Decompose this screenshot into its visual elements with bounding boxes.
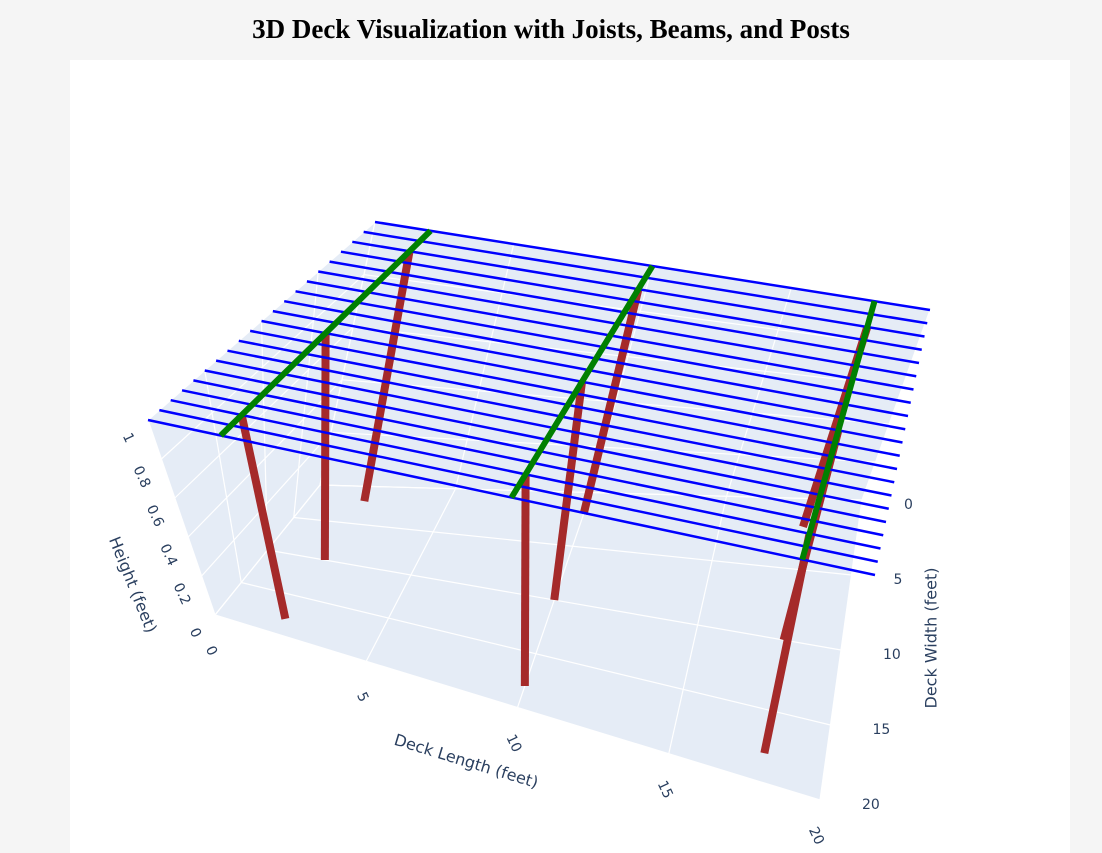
deck-member	[320, 333, 330, 561]
grid-line	[861, 309, 931, 501]
z-tick-label: 0.2	[170, 581, 194, 608]
y-tick-label: 0	[904, 497, 913, 513]
grid-line	[201, 431, 332, 577]
x-tick-label: 5	[353, 690, 371, 705]
grid-line	[147, 419, 216, 616]
grid-line	[725, 287, 792, 497]
x-tick-label: 15	[654, 778, 676, 801]
deck-member	[799, 300, 878, 561]
z-tick-label: 1	[119, 431, 137, 446]
y-tick-label: 5	[894, 572, 903, 588]
z-axis-title: Height (feet)	[105, 534, 161, 636]
y-tick-label: 15	[873, 722, 891, 738]
grid-line	[352, 326, 903, 387]
z-tick-label: 0.4	[156, 542, 180, 569]
z-tick-label: 0.8	[129, 464, 153, 491]
deck-member	[237, 414, 290, 620]
deck-member	[508, 264, 656, 500]
grid-line	[293, 516, 852, 576]
y-tick-label: 20	[862, 797, 880, 813]
grid-line	[160, 274, 365, 460]
x-tick-label: 10	[502, 732, 524, 755]
grid-line	[293, 271, 319, 518]
chart-title: 3D Deck Visualization with Joists, Beams…	[252, 14, 850, 44]
grid-line	[204, 370, 242, 583]
deck-member	[360, 250, 414, 502]
grid-line	[241, 581, 831, 726]
deck-member	[550, 381, 586, 601]
y-tick-label: 10	[883, 647, 901, 663]
z-tick-label: 0	[186, 626, 204, 641]
deck-member	[520, 474, 530, 687]
x-tick-label: 0	[202, 644, 220, 659]
grid-line	[363, 274, 917, 349]
deck-member	[218, 228, 433, 438]
floor-pane	[215, 485, 862, 800]
deck-member	[760, 532, 814, 755]
deck-member	[147, 418, 876, 577]
x-tick-label: 20	[805, 825, 827, 848]
z-tick-label: 0.6	[143, 503, 167, 530]
y-axis-title: Deck Width (feet)	[922, 568, 941, 709]
grid-line	[214, 614, 821, 801]
